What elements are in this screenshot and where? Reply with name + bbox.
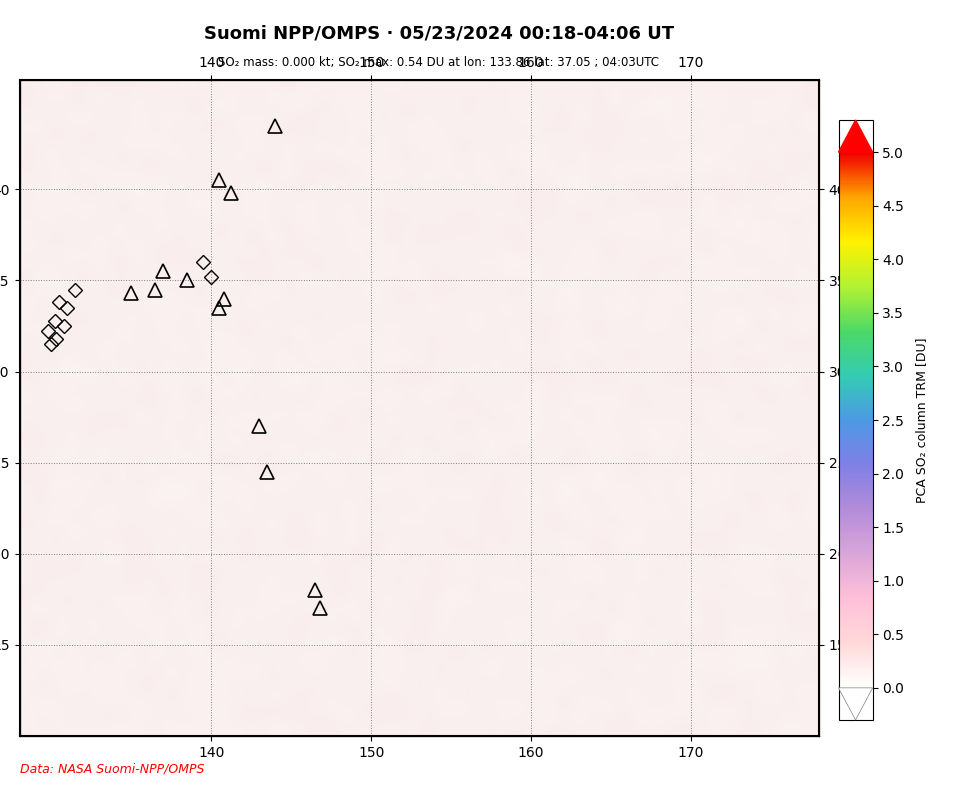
Text: Suomi NPP/OMPS · 05/23/2024 00:18-04:06 UT: Suomi NPP/OMPS · 05/23/2024 00:18-04:06 …	[204, 24, 674, 42]
Polygon shape	[838, 120, 873, 152]
Polygon shape	[838, 688, 873, 720]
Text: SO₂ mass: 0.000 kt; SO₂ max: 0.54 DU at lon: 133.86 lat: 37.05 ; 04:03UTC: SO₂ mass: 0.000 kt; SO₂ max: 0.54 DU at …	[218, 56, 659, 69]
Y-axis label: PCA SO₂ column TRM [DU]: PCA SO₂ column TRM [DU]	[916, 338, 928, 502]
Text: Data: NASA Suomi-NPP/OMPS: Data: NASA Suomi-NPP/OMPS	[20, 763, 204, 776]
